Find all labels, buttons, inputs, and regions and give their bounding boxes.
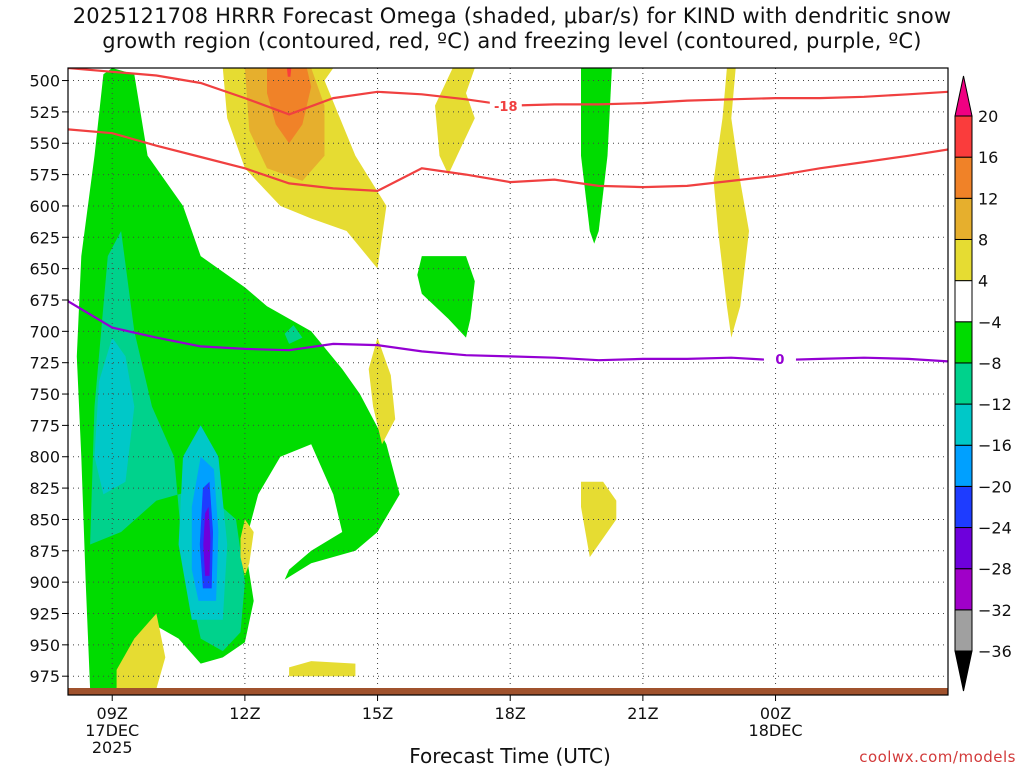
y-tick-label: 500 <box>29 72 60 91</box>
ground <box>68 688 948 695</box>
y-tick-label: 600 <box>29 197 60 216</box>
colorbar-swatch <box>954 156 973 199</box>
y-tick-label: 850 <box>29 510 60 529</box>
colorbar-swatch <box>954 403 973 446</box>
y-tick-label: 650 <box>29 260 60 279</box>
contour-label-bg <box>763 352 796 367</box>
title-line-1: 2025121708 HRRR Forecast Omega (shaded, … <box>72 4 952 28</box>
colorbar-swatch <box>954 115 973 158</box>
colorbar-swatch <box>954 362 973 405</box>
x-tick-label: 18Z <box>495 704 526 723</box>
y-tick-label: 800 <box>29 448 60 467</box>
y-tick-label: 625 <box>29 228 60 247</box>
colorbar-swatch <box>954 321 973 364</box>
y-tick-label: 900 <box>29 573 60 592</box>
colorbar-swatch <box>954 527 973 570</box>
contour-label-0: 0 <box>775 353 784 368</box>
x-tick-label: 09Z <box>97 704 128 723</box>
colorbar-label: −32 <box>978 601 1012 620</box>
temperature-contours: -18 0 <box>68 68 948 368</box>
y-tick-label: 975 <box>29 667 60 686</box>
y-tick-label: 775 <box>29 416 60 435</box>
colorbar-label: 16 <box>978 148 998 167</box>
colorbar-swatch <box>954 444 973 487</box>
ground-strip <box>68 688 948 695</box>
colorbar-label: 20 <box>978 107 998 126</box>
colorbar-label: −12 <box>978 395 1012 414</box>
colorbar-swatch <box>954 280 973 323</box>
colorbar-label: 12 <box>978 189 998 208</box>
omega-region-2 <box>417 256 475 338</box>
colorbar-swatch <box>954 485 973 529</box>
credit-link[interactable]: coolwx.com/models <box>859 748 1016 766</box>
colorbar-swatch <box>954 238 973 282</box>
omega-region-0 <box>76 68 400 695</box>
colorbar-label: 8 <box>978 230 988 249</box>
omega-region-11 <box>435 68 475 175</box>
colorbar-label: −24 <box>978 519 1012 538</box>
omega-region-1 <box>581 68 612 244</box>
y-tick-label: 675 <box>29 291 60 310</box>
omega-region-17 <box>289 661 356 677</box>
y-tick-label: 825 <box>29 479 60 498</box>
y-tick-label: 700 <box>29 322 60 341</box>
y-axis: 500 525 550 575 600 625 650 675 700 725 750 775 800 8… <box>29 72 68 686</box>
colorbar-label: −16 <box>978 436 1012 455</box>
y-tick-label: 875 <box>29 542 60 561</box>
colorbar-swatch <box>954 568 973 611</box>
x-tick-label: 00Z <box>760 704 791 723</box>
y-tick-label: 750 <box>29 385 60 404</box>
omega-region-20 <box>286 68 292 77</box>
colorbar-label: −20 <box>978 477 1012 496</box>
x-tick-label: 18DEC <box>749 721 803 740</box>
contour-label-bg <box>489 98 522 113</box>
contour-line-0 <box>68 300 948 363</box>
x-tick-label: 15Z <box>362 704 393 723</box>
y-tick-label: 550 <box>29 134 60 153</box>
chart-title: 2025121708 HRRR Forecast Omega (shaded, … <box>0 4 1024 54</box>
colorbar-min-triangle <box>954 650 973 692</box>
y-tick-label: 950 <box>29 636 60 655</box>
contour-line--12 <box>68 128 948 193</box>
colorbar-label: −28 <box>978 560 1012 579</box>
omega-region-12 <box>713 68 749 338</box>
contour-label--18: -18 <box>494 100 518 115</box>
omega-region-19 <box>267 68 312 144</box>
omega-region-9 <box>203 506 211 576</box>
colorbar-max-triangle <box>954 75 973 117</box>
x-tick-label: 12Z <box>229 704 260 723</box>
y-tick-label: 725 <box>29 354 60 373</box>
x-tick-label: 2025 <box>92 738 133 757</box>
title-line-2: growth region (contoured, red, ºC) and f… <box>102 29 922 53</box>
y-tick-label: 925 <box>29 604 60 623</box>
colorbar-swatch <box>954 197 973 240</box>
x-tick-label: 17DEC <box>85 721 139 740</box>
plot-frame <box>67 67 949 696</box>
colorbar-label: −36 <box>978 642 1012 661</box>
omega-region-4 <box>284 325 303 344</box>
omega-region-16 <box>240 519 254 576</box>
x-tick-label: 21Z <box>627 704 658 723</box>
y-tick-label: 575 <box>29 166 60 185</box>
y-tick-label: 525 <box>29 103 60 122</box>
colorbar-swatch <box>954 609 973 652</box>
omega-shading <box>76 68 749 695</box>
x-axis-label: Forecast Time (UTC) <box>409 744 611 768</box>
colorbar: −36 −32 −28 −24 −20 −16 −12 −8 −4 4 8 12 16 20 <box>954 75 1012 692</box>
omega-region-5 <box>94 337 135 495</box>
colorbar-label: −4 <box>978 313 1002 332</box>
omega-region-13 <box>368 337 396 445</box>
colorbar-label: −8 <box>978 354 1002 373</box>
colorbar-label: 4 <box>978 272 988 291</box>
omega-region-15 <box>116 613 166 689</box>
